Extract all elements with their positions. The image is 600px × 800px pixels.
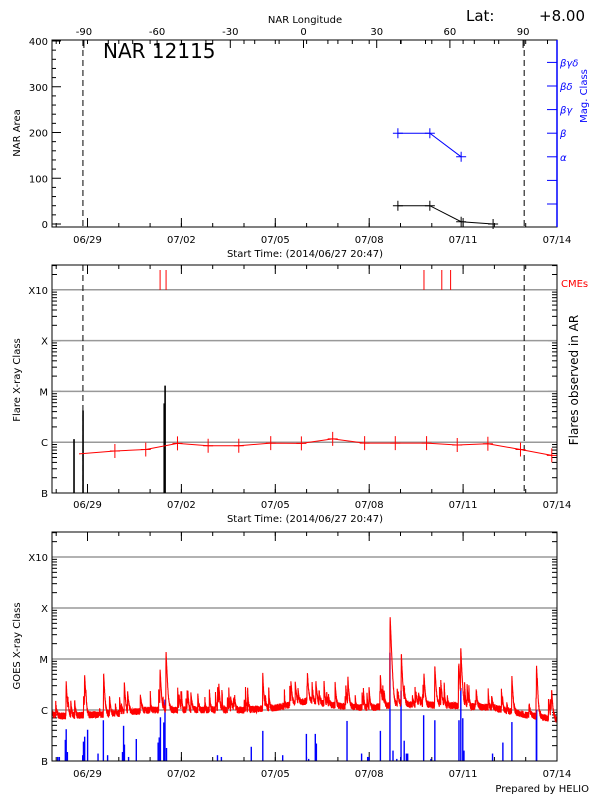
latitude-value: +8.00 (539, 7, 585, 25)
date-tick-label: 07/05 (261, 769, 290, 780)
mag-class-axis-label: Mag. Class (579, 69, 590, 123)
background-flux-point (265, 436, 276, 451)
date-tick-label: 07/11 (449, 235, 478, 246)
mag-class-tick-label: βγδ (559, 58, 578, 69)
mag-class-tick-label: βδ (559, 82, 573, 93)
cmes-label: CMEs (561, 279, 588, 290)
date-tick-label: 07/08 (355, 500, 384, 511)
date-tick-label: 07/11 (449, 500, 478, 511)
class-tick-label: X (41, 337, 48, 348)
longitude-tick-label: 0 (300, 27, 306, 38)
class-tick-label: C (41, 706, 48, 717)
class-tick-label: B (41, 489, 48, 500)
background-flux-point (172, 436, 183, 451)
area-tick-label: 300 (29, 83, 48, 94)
date-tick-label: 06/29 (73, 769, 102, 780)
background-flux-point (390, 436, 401, 451)
class-tick-label: M (39, 387, 48, 398)
area-tick-label: 0 (42, 220, 48, 231)
mag-class-tick-label: βγ (559, 106, 573, 117)
class-tick-label: M (39, 655, 48, 666)
mag-class-point (424, 128, 435, 139)
plot-frame (51, 264, 558, 494)
background-flux-point (140, 442, 151, 457)
date-tick-label: 06/29 (73, 500, 102, 511)
background-flux-point (233, 438, 244, 453)
class-tick-label: X (41, 604, 48, 615)
nar-area-point (488, 219, 499, 229)
goes-flux-panel: B C M X X10 06/29 07/02 07/05 07/08 07/11 07/14 (28, 531, 572, 780)
date-tick-label: 07/11 (449, 769, 478, 780)
background-flux-point (452, 438, 463, 453)
mag-class-point (456, 151, 467, 162)
latitude-label: Lat: (466, 7, 494, 25)
background-flux-point (296, 436, 307, 451)
panel2-start-time-label: Start Time: (2014/06/27 20:47) (227, 514, 383, 525)
background-flux-point (359, 436, 370, 451)
nar-area-point (424, 200, 435, 211)
background-flux-point (203, 438, 214, 453)
flare-class-axis-label: Flare X-ray Class (12, 338, 23, 422)
nar-area-axis-label: NAR Area (12, 109, 23, 156)
goes-flux-line (51, 617, 558, 723)
date-tick-label: 07/05 (261, 235, 290, 246)
date-tick-label: 07/02 (167, 500, 196, 511)
nar-area-line (397, 205, 494, 225)
date-tick-label: 07/14 (543, 769, 572, 780)
area-tick-label: 100 (29, 174, 48, 185)
nar-area-panel: 0 100 200 300 400 -90 -60 -30 0 30 60 90 06/29 07/02 0… (29, 27, 579, 246)
longitude-tick-label: 90 (517, 27, 530, 38)
nar-longitude-label: NAR Longitude (268, 15, 342, 26)
longitude-tick-label: -60 (149, 27, 165, 38)
area-tick-label: 400 (29, 37, 48, 48)
class-tick-label: C (41, 438, 48, 449)
background-flux-point (482, 436, 493, 451)
mag-class-tick-label: β (559, 129, 567, 140)
longitude-tick-label: -90 (76, 27, 92, 38)
background-flux-point (327, 431, 338, 446)
area-tick-label: 200 (29, 129, 48, 140)
longitude-tick-label: -30 (222, 27, 238, 38)
nar-title: NAR 12115 (103, 39, 216, 63)
mag-class-tick-label: α (560, 153, 567, 164)
flares-observed-axis-label: Flares observed in AR (567, 315, 581, 445)
mag-class-point (392, 128, 403, 139)
date-tick-label: 07/08 (355, 769, 384, 780)
goes-class-axis-label: GOES X-ray Class (12, 602, 23, 689)
background-flux-point (515, 442, 526, 457)
background-flux-line (78, 438, 552, 456)
class-tick-label: X10 (28, 553, 48, 564)
date-tick-label: 07/14 (543, 235, 572, 246)
date-tick-label: 07/02 (167, 769, 196, 780)
nar-area-point (456, 216, 467, 227)
class-tick-label: B (41, 757, 48, 768)
date-tick-label: 07/05 (261, 500, 290, 511)
nar-area-point (392, 200, 403, 211)
class-tick-label: X10 (28, 286, 48, 297)
date-tick-label: 07/08 (355, 235, 384, 246)
background-flux-point (109, 444, 120, 459)
date-tick-label: 07/02 (167, 235, 196, 246)
background-flux-point (546, 448, 557, 463)
prepared-by-footer: Prepared by HELIO (495, 784, 589, 795)
background-flux-point (421, 436, 432, 451)
plot-frame (51, 531, 558, 762)
date-tick-label: 07/14 (543, 500, 572, 511)
longitude-tick-label: 60 (444, 27, 457, 38)
panel1-start-time-label: Start Time: (2014/06/27 20:47) (227, 249, 383, 260)
date-tick-label: 06/29 (73, 235, 102, 246)
flare-class-panel: B C M X X10 06/29 07/02 07/05 07/08 07/11 07/14 (28, 264, 572, 511)
longitude-tick-label: 30 (370, 27, 383, 38)
